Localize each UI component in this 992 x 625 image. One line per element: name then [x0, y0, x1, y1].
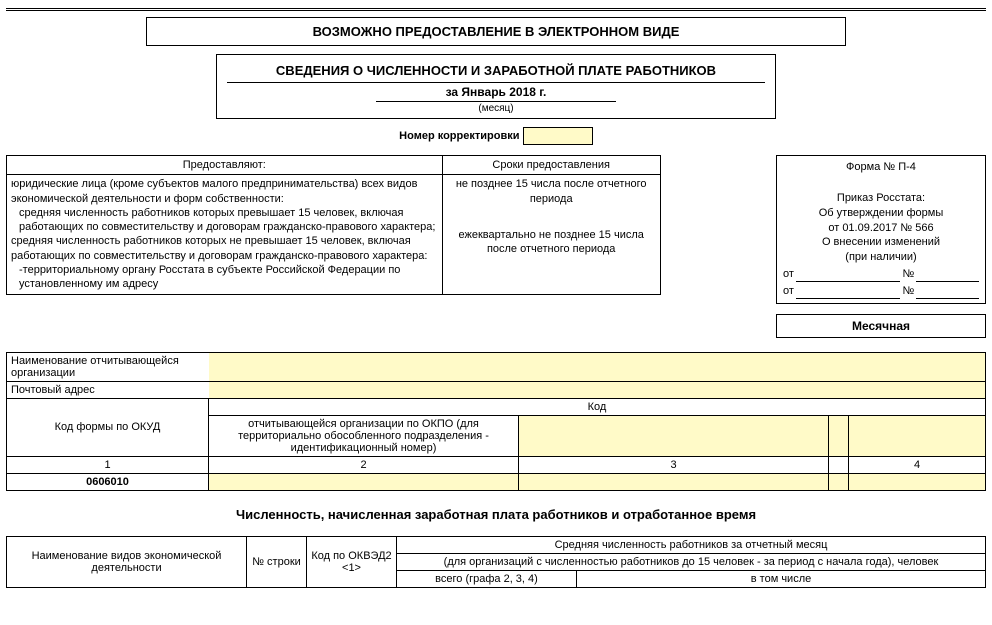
provide-header-1: Предоставляют:	[7, 156, 443, 175]
okud-value: 0606010	[7, 473, 209, 490]
provide-header-2: Сроки предоставления	[442, 156, 660, 175]
order-line2: от 01.09.2017 № 566	[783, 221, 979, 236]
title-period: за Январь 2018 г.	[376, 85, 616, 102]
electronic-banner: ВОЗМОЖНО ПРЕДОСТАВЛЕНИЕ В ЭЛЕКТРОННОМ ВИ…	[146, 17, 846, 46]
changes-line2: (при наличии)	[783, 250, 979, 265]
code-4-input[interactable]	[849, 415, 986, 456]
provide-body: юридические лица (кроме субъектов малого…	[7, 175, 443, 294]
colnum-2: 2	[209, 456, 519, 473]
org-address-input[interactable]	[209, 381, 986, 398]
correction-input[interactable]	[523, 127, 593, 145]
org-name-input[interactable]	[209, 352, 986, 381]
dh-col3: Код по ОКВЭД2 <1>	[307, 536, 397, 587]
code-header: Код	[209, 398, 986, 415]
org-table: Наименование отчитывающейся организации …	[6, 352, 986, 491]
dh-col4-total: всего (графа 2, 3, 4)	[397, 570, 577, 587]
changes-line1: О внесении изменений	[783, 235, 979, 250]
dh-col2: № строки	[247, 536, 307, 587]
dh-col1: Наименование видов экономической деятель…	[7, 536, 247, 587]
okud-label: Код формы по ОКУД	[7, 398, 209, 456]
colnum-sep	[829, 456, 849, 473]
org-address-label: Почтовый адрес	[7, 381, 209, 398]
form-box: Форма № П-4 Приказ Росстата: Об утвержде…	[776, 155, 986, 304]
row-4-input[interactable]	[849, 473, 986, 490]
provide-table: Предоставляют: Сроки предоставления юрид…	[6, 155, 661, 295]
row-3-input[interactable]	[519, 473, 829, 490]
colnum-4: 4	[849, 456, 986, 473]
correction-row: Номер корректировки	[6, 127, 986, 145]
form-info-column: Форма № П-4 Приказ Росстата: Об утвержде…	[776, 155, 986, 338]
data-table: Наименование видов экономической деятель…	[6, 536, 986, 588]
code-3-input[interactable]	[519, 415, 829, 456]
title-main: СВЕДЕНИЯ О ЧИСЛЕННОСТИ И ЗАРАБОТНОЙ ПЛАТ…	[227, 63, 765, 83]
section-title: Численность, начисленная заработная плат…	[6, 507, 986, 522]
ot-row-2: от №	[783, 284, 979, 299]
colnum-1: 1	[7, 456, 209, 473]
row-2-input[interactable]	[209, 473, 519, 490]
top-rule	[6, 8, 986, 11]
form-header: Форма № П-4	[783, 160, 979, 175]
code-sep	[829, 415, 849, 456]
monthly-box: Месячная	[776, 314, 986, 338]
correction-label: Номер корректировки	[399, 130, 519, 142]
dh-col4-top: Средняя численность работников за отчетн…	[397, 536, 986, 553]
colnum-3: 3	[519, 456, 829, 473]
title-month-label: (месяц)	[227, 103, 765, 114]
row-sep-input	[829, 473, 849, 490]
order-label: Приказ Росстата:	[783, 191, 979, 206]
order-line1: Об утверждении формы	[783, 206, 979, 221]
dh-col4-right: в том числе	[577, 570, 986, 587]
dh-col4-sub: (для организаций с численностью работник…	[397, 553, 986, 570]
provide-deadline: не позднее 15 числа после отчетного пери…	[442, 175, 660, 294]
org-name-label: Наименование отчитывающейся организации	[7, 352, 209, 381]
title-box: СВЕДЕНИЯ О ЧИСЛЕННОСТИ И ЗАРАБОТНОЙ ПЛАТ…	[216, 54, 776, 119]
ot-row-1: от №	[783, 267, 979, 282]
col2-label: отчитывающейся организации по ОКПО (для …	[209, 415, 519, 456]
